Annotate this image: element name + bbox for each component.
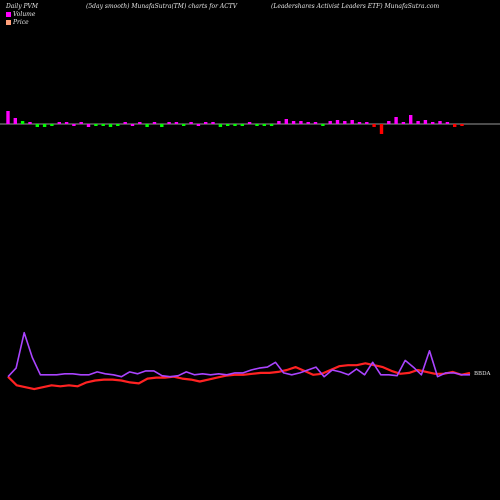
volume-bar — [101, 124, 105, 126]
volume-bar — [277, 121, 281, 124]
volume-bar — [445, 122, 450, 124]
volume-bar — [167, 122, 171, 124]
volume-bar — [372, 124, 376, 127]
volume-bar — [130, 124, 135, 126]
legend-swatch-volume — [6, 12, 11, 17]
volume-bar — [94, 124, 98, 126]
volume-bar — [108, 124, 113, 127]
volume-bar — [343, 121, 347, 124]
volume-bar — [42, 124, 47, 127]
volume-bar — [226, 124, 230, 126]
legend-item-volume: Volume — [6, 11, 35, 18]
volume-bar — [357, 122, 362, 124]
volume-bar — [313, 122, 318, 124]
volume-bar — [196, 124, 201, 126]
volume-bar — [240, 124, 244, 126]
volume-bar — [299, 121, 303, 124]
price-smooth-line — [7, 331, 470, 378]
volume-bar — [269, 124, 274, 126]
chart-title-center: (5day smooth) MunafaSutra(TM) charts for… — [86, 3, 238, 10]
volume-bar — [262, 124, 266, 126]
volume-bar — [387, 121, 391, 124]
volume-bar — [79, 122, 83, 124]
volume-bar — [13, 118, 17, 124]
price-last-label: BBDA — [474, 371, 491, 377]
volume-bar — [284, 119, 288, 124]
volume-bar — [174, 122, 179, 124]
volume-bar — [20, 121, 25, 124]
volume-bar — [233, 124, 237, 126]
legend-label-volume: Volume — [13, 11, 36, 18]
volume-bar — [394, 117, 398, 124]
volume-bar — [145, 124, 149, 127]
legend-item-price: Price — [6, 19, 29, 26]
volume-bar — [350, 120, 354, 124]
volume-bar — [365, 122, 369, 124]
volume-bar — [438, 121, 442, 124]
volume-bar — [211, 122, 215, 124]
volume-bar — [401, 122, 406, 124]
legend-swatch-price — [6, 20, 11, 25]
legend-label-price: Price — [13, 19, 29, 26]
volume-bar — [409, 115, 413, 124]
volume-bar — [123, 122, 127, 124]
volume-bar — [50, 124, 54, 126]
volume-bar — [423, 120, 428, 124]
chart-title-right: (Leadershares Activist Leaders ETF) Muna… — [271, 3, 440, 10]
volume-bar — [57, 122, 61, 124]
volume-bar — [160, 124, 164, 127]
volume-bar — [431, 122, 435, 124]
volume-bar — [328, 121, 332, 124]
volume-bar — [291, 121, 296, 124]
volume-bar — [6, 111, 10, 124]
volume-bar — [379, 124, 384, 134]
volume-bar — [182, 124, 186, 126]
volume-bar — [35, 124, 39, 127]
volume-bar — [189, 122, 193, 124]
volume-bar — [335, 120, 340, 124]
volume-bar — [453, 124, 457, 127]
volume-bar — [460, 124, 464, 126]
chart-title-left: Daily PVM — [6, 3, 39, 10]
volume-bar — [204, 122, 208, 124]
volume-bar — [116, 124, 120, 126]
volume-bar — [138, 122, 142, 124]
volume-bar — [247, 122, 252, 124]
volume-bar — [86, 124, 91, 127]
price-line — [7, 362, 471, 391]
volume-bar — [416, 121, 420, 124]
volume-bar — [28, 122, 32, 124]
volume-bar — [255, 124, 259, 126]
volume-bar — [152, 122, 157, 124]
volume-bar — [218, 124, 223, 127]
volume-bar — [306, 122, 310, 124]
volume-bar — [64, 122, 69, 124]
volume-bar — [321, 124, 325, 126]
volume-bar — [72, 124, 76, 126]
